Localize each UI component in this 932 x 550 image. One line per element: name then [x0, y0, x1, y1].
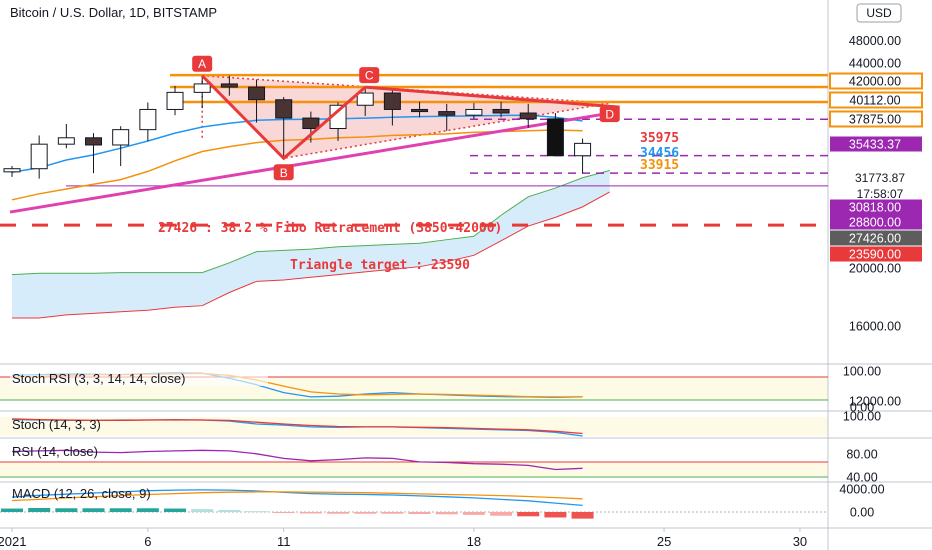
- pattern-point-label-b: B: [280, 166, 288, 180]
- macd-histogram-bar: [83, 508, 105, 512]
- countdown-label: 17:58:07: [857, 187, 904, 201]
- rsi-title[interactable]: RSI (14, close): [12, 444, 98, 459]
- time-tick-label: 25: [657, 534, 671, 549]
- level-label-30818.00: 30818.00: [849, 201, 901, 215]
- candle-body[interactable]: [303, 118, 319, 128]
- macd-histogram-bar: [191, 509, 213, 512]
- candle-body[interactable]: [194, 84, 210, 92]
- price-tick-label: 16000.00: [849, 320, 901, 334]
- price-tick-label: 44000.00: [849, 57, 901, 71]
- macd-histogram-bar: [409, 512, 431, 514]
- macd-histogram-bar: [490, 512, 512, 516]
- time-tick-label: 30: [793, 534, 807, 549]
- time-tick-label: 18: [467, 534, 481, 549]
- macd-histogram-bar: [218, 510, 240, 512]
- stochrsi-title-text: Stoch RSI (3, 3, 14, 14, close): [12, 371, 185, 386]
- candle-body[interactable]: [167, 92, 183, 109]
- macd-histogram-bar: [164, 509, 186, 512]
- time-tick-label: 2021: [0, 534, 26, 549]
- stochrsi-tick-label: 100.00: [843, 365, 881, 379]
- candle-body[interactable]: [4, 169, 20, 172]
- stoch-title[interactable]: Stoch (14, 3, 3): [12, 417, 101, 432]
- candle-body[interactable]: [575, 143, 591, 155]
- candle-body[interactable]: [58, 138, 74, 144]
- level-label-23590.00: 23590.00: [849, 248, 901, 262]
- time-tick-label: 11: [277, 534, 291, 549]
- candle-body[interactable]: [357, 93, 373, 105]
- level-label-27426.00: 27426.00: [849, 232, 901, 246]
- macd-histogram-bar: [354, 512, 376, 514]
- macd-histogram-bar: [300, 512, 322, 513]
- macd-title-text: MACD (12, 26, close, 9): [12, 486, 151, 501]
- price-tick-label: 20000.00: [849, 261, 901, 275]
- price-tick-label: 12000.00: [849, 394, 901, 408]
- level-label-28800.00: 28800.00: [849, 216, 901, 230]
- macd-histogram-bar: [1, 509, 23, 512]
- pattern-point-label-d: D: [605, 108, 614, 122]
- macd-histogram-bar: [381, 512, 403, 514]
- pattern-point-label-a: A: [198, 57, 206, 71]
- candle-body[interactable]: [412, 109, 428, 111]
- level-label-35433.37: 35433.37: [849, 138, 901, 152]
- currency-button-label: USD: [866, 6, 892, 20]
- currency-button[interactable]: USD: [857, 4, 901, 22]
- candle-body[interactable]: [113, 130, 129, 145]
- inline-value-orange: 33915: [640, 158, 679, 173]
- macd-histogram-bar: [137, 508, 159, 512]
- time-tick-label: 6: [144, 534, 151, 549]
- chart-title: Bitcoin / U.S. Dollar, 1D, BITSTAMP: [10, 5, 217, 20]
- price-tick-label: 48000.00: [849, 34, 901, 48]
- candle-body[interactable]: [547, 119, 563, 156]
- candle-body[interactable]: [140, 109, 156, 129]
- stoch-title-text: Stoch (14, 3, 3): [12, 417, 101, 432]
- candle-body[interactable]: [249, 87, 265, 100]
- macd-tick-label: 4000.00: [839, 483, 884, 497]
- macd-histogram-bar: [273, 512, 295, 513]
- macd-histogram-bar: [436, 512, 458, 514]
- candle-body[interactable]: [384, 93, 400, 109]
- macd-histogram-bar: [110, 508, 132, 512]
- macd-title[interactable]: MACD (12, 26, close, 9): [12, 486, 151, 501]
- inline-value-red: 35975: [640, 131, 679, 146]
- macd-histogram-bar: [28, 508, 50, 512]
- stoch-tick-label: 100.00: [843, 410, 881, 424]
- level-label-40112.00: 40112.00: [849, 94, 900, 108]
- candle-body[interactable]: [493, 109, 509, 113]
- macd-histogram-bar: [517, 512, 539, 516]
- rsi-title-text: RSI (14, close): [12, 444, 98, 459]
- rsi-tick-label: 80.00: [846, 447, 877, 461]
- candle-body[interactable]: [466, 109, 482, 115]
- candle-body[interactable]: [221, 84, 237, 87]
- current-price-label: 31773.87: [855, 171, 905, 185]
- macd-histogram-bar: [572, 512, 594, 519]
- level-label-42000.00: 42000.00: [849, 75, 901, 89]
- macd-histogram-bar: [327, 512, 349, 514]
- candle-body[interactable]: [520, 113, 536, 119]
- stochrsi-title[interactable]: Stoch RSI (3, 3, 14, 14, close): [10, 371, 268, 386]
- level-label-37875.00: 37875.00: [849, 113, 901, 127]
- candle-body[interactable]: [86, 138, 102, 145]
- pattern-point-label-c: C: [365, 69, 374, 83]
- macd-tick-label: 0.00: [850, 506, 874, 520]
- candle-body[interactable]: [276, 100, 292, 118]
- macd-histogram-bar: [463, 512, 485, 515]
- candle-body[interactable]: [31, 144, 47, 169]
- macd-histogram-bar: [544, 512, 566, 517]
- fibo-annotation: 27426 : 38.2 % Fibo Retracement (3850-42…: [158, 221, 502, 236]
- macd-histogram-bar: [246, 511, 268, 512]
- rsi-band: [0, 462, 828, 477]
- candle-body[interactable]: [439, 112, 455, 116]
- macd-histogram-bar: [55, 508, 77, 512]
- triangle-target-annotation: Triangle target : 23590: [290, 258, 470, 273]
